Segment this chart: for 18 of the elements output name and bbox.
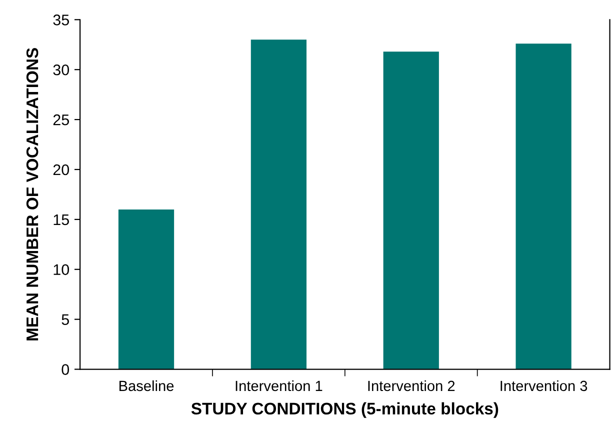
x-tick-label: Intervention 2 [368,380,455,392]
x-tick-label: Intervention 1 [236,380,322,392]
y-axis-title: MEAN NUMBER OF VOCALIZATIONS [26,48,38,340]
y-tick-label: 20 [53,164,70,176]
bar [118,209,174,370]
y-tick-label: 5 [62,314,69,326]
bar [250,40,307,370]
y-tick-label: 15 [54,214,69,226]
bar [383,52,439,370]
x-axis-title: STUDY CONDITIONS (5-minute blocks) [191,402,498,418]
y-tick-label: 25 [53,114,69,126]
x-tick-label: Intervention 3 [500,380,588,392]
y-tick-label: 10 [54,264,70,276]
bar [516,44,572,370]
y-tick-label: 30 [53,64,70,76]
x-tick-label: Baseline [119,380,174,392]
y-tick-label: 0 [62,364,70,375]
y-tick-label: 35 [53,14,69,26]
